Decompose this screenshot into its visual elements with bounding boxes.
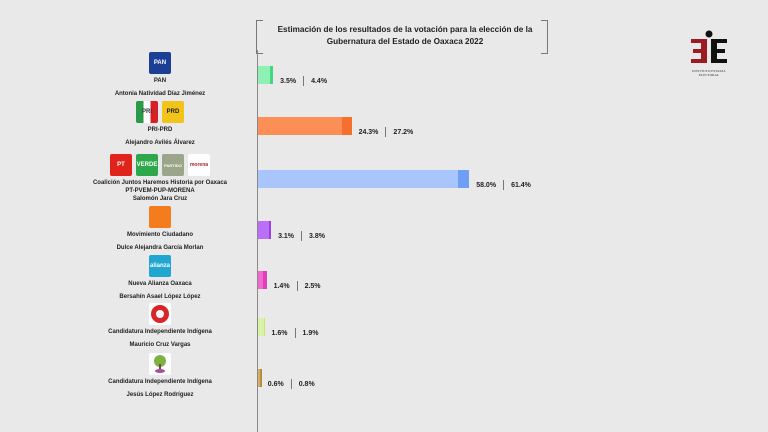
party-logo-pri: PRI — [136, 101, 158, 123]
data-label-separator — [296, 281, 298, 291]
data-label-low: 3.5% — [280, 77, 297, 85]
data-label-high: 3.8% — [309, 232, 325, 240]
institution-name: INSTITUTO ESTATAL ELECTORAL — [692, 69, 726, 77]
candidate-name: Mauricio Cruz Vargas — [129, 342, 191, 348]
data-label-separator — [303, 76, 305, 86]
data-label-separator — [294, 328, 296, 338]
data-label-high: 2.5% — [304, 282, 321, 290]
title-bracket-right — [541, 20, 548, 54]
data-label-high: 1.9% — [302, 329, 319, 337]
bar-low-segment — [258, 318, 264, 336]
bar-4 — [258, 221, 272, 239]
bar-range-segment — [262, 271, 267, 289]
party-name: PRI-PRD — [147, 127, 173, 133]
party-logos — [60, 206, 260, 228]
data-label-low: 0.6% — [267, 380, 284, 388]
party-name: Coalición Juntos Haremos Historia por Oa… — [92, 180, 228, 186]
bar-range-segment — [270, 66, 274, 84]
bar-range-segment — [341, 117, 352, 135]
party-logo-ind1 — [149, 303, 171, 325]
data-label-high: 0.8% — [298, 380, 315, 388]
data-label-low: 1.4% — [273, 282, 290, 290]
ieepco-logo-icon — [691, 30, 727, 63]
candidate-label-group: Candidatura Independiente Indígena Jesús … — [60, 353, 260, 399]
party-logos — [60, 303, 260, 325]
bar-low-segment — [258, 170, 458, 188]
party-logo-verde: VERDE — [136, 154, 158, 176]
data-label: 3.1% 3.8% — [278, 231, 325, 241]
bar-low-segment — [258, 221, 269, 239]
data-label-high: 4.4% — [311, 77, 328, 85]
candidate-label-group: PRI PRD PRI-PRD Alejandro Avilés Álvarez — [60, 101, 260, 147]
bar-low-segment — [258, 66, 271, 84]
data-label: 0.6% 0.8% — [268, 379, 315, 389]
data-label-separator — [385, 127, 387, 137]
bar-low-segment — [258, 117, 342, 135]
data-label-separator — [301, 231, 303, 241]
data-label: 24.3% 27.2% — [358, 127, 414, 137]
party-logo-mc — [149, 206, 171, 228]
bar-3 — [258, 170, 470, 188]
bar-6 — [258, 318, 265, 336]
party-logo-na: alianza — [149, 255, 171, 277]
data-label-low: 58.0% — [476, 181, 497, 189]
bar-low-segment — [258, 369, 261, 387]
title-bracket-left — [256, 20, 263, 54]
party-logo-ind2 — [149, 353, 171, 375]
data-label: 1.4% 2.5% — [274, 281, 321, 291]
candidate-label-group: Candidatura Independiente Indígena Mauric… — [60, 303, 260, 349]
party-coalition: PT-PVEM-PUP-MORENA — [125, 188, 195, 194]
candidate-name: Antonia Natividad Díaz Jiménez — [114, 91, 206, 97]
bar-range-segment — [457, 170, 470, 188]
party-name: Nueva Alianza Oaxaca — [128, 281, 192, 287]
data-label-separator — [290, 379, 292, 389]
data-label: 1.6% 1.9% — [271, 328, 319, 338]
party-logos: alianza — [60, 255, 260, 277]
candidate-name: Alejandro Avilés Álvarez — [125, 140, 195, 146]
candidate-label-group: PT VERDE PARTIDO morena Coalición Juntos Har… — [60, 154, 260, 203]
bar-2 — [258, 117, 352, 135]
candidate-label-group: Movimiento Ciudadano Dulce Alejandra Garc… — [60, 206, 260, 252]
bar-range-segment — [260, 369, 262, 387]
party-logo-pan: PAN — [149, 52, 171, 74]
bar-1 — [258, 66, 274, 84]
bar-low-segment — [258, 271, 263, 289]
candidate-name: Dulce Alejandra García Morlan — [116, 245, 204, 251]
party-logo-pt: PT — [110, 154, 132, 176]
institution-logo: INSTITUTO ESTATAL ELECTORAL — [684, 30, 734, 77]
party-logo-prd: PRD — [162, 101, 184, 123]
bar-7 — [258, 369, 262, 387]
candidate-label-group: alianza Nueva Alianza Oaxaca Bersahín Asae… — [60, 255, 260, 301]
party-name: Movimiento Ciudadano — [127, 232, 193, 238]
candidate-name: Salomón Jara Cruz — [132, 196, 188, 202]
data-label-separator — [503, 180, 505, 190]
party-logo-pup: PARTIDO — [162, 154, 184, 176]
bar-5 — [258, 271, 267, 289]
party-logos: PRI PRD — [60, 101, 260, 123]
party-logos — [60, 353, 260, 375]
party-name: Candidatura Independiente Indígena — [108, 379, 212, 385]
party-name: Candidatura Independiente Indígena — [108, 329, 212, 335]
candidate-label-group: PAN PAN Antonia Natividad Díaz Jiménez — [60, 52, 260, 98]
party-logo-morena: morena — [188, 154, 210, 176]
data-label: 3.5% 4.4% — [280, 76, 327, 86]
chart-title: Estimación de los resultados de la votac… — [277, 25, 533, 46]
data-label-low: 3.1% — [278, 232, 295, 240]
bar-range-segment — [268, 221, 272, 239]
party-name: PAN — [153, 78, 167, 84]
bar-range-segment — [263, 318, 265, 336]
data-label: 58.0% 61.4% — [476, 180, 531, 190]
data-label-low: 24.3% — [358, 128, 379, 136]
data-label-high: 61.4% — [511, 181, 531, 189]
data-label-low: 1.6% — [271, 329, 288, 337]
data-label-high: 27.2% — [393, 128, 414, 136]
party-logos: PT VERDE PARTIDO morena — [60, 154, 260, 176]
candidate-name: Bersahín Asael López López — [119, 294, 201, 300]
party-logos: PAN — [60, 52, 260, 74]
candidate-name: Jesús López Rodríguez — [126, 392, 194, 398]
y-axis-line — [257, 50, 258, 432]
